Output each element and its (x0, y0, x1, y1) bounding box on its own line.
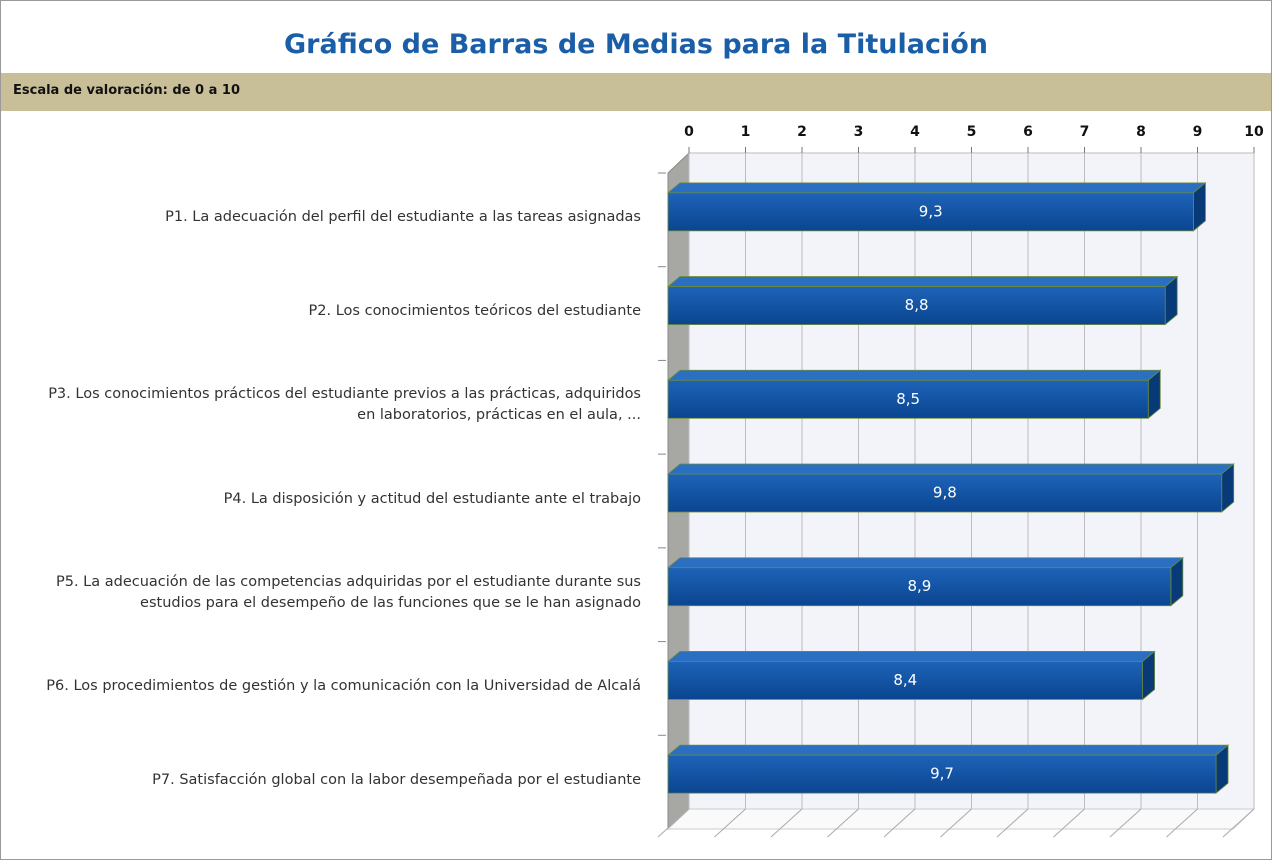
x-tick-label: 6 (1023, 124, 1033, 140)
bar-top (666, 651, 1156, 662)
floor-grid-line (1166, 808, 1198, 838)
x-tick-label: 4 (910, 124, 920, 140)
bar (667, 754, 1217, 794)
category-label: P3. Los conocimientos prácticos del estu… (48, 386, 641, 424)
value-label: 8,8 (905, 296, 929, 314)
bar (667, 286, 1166, 325)
category-label: P2. Los conocimientos teóricos del estud… (308, 303, 641, 320)
x-tick-label: 0 (684, 124, 694, 140)
bar (667, 567, 1172, 607)
x-tick-label: 9 (1193, 124, 1203, 140)
bar-top (666, 463, 1235, 475)
category-label: P7. Satisfacción global con la labor des… (152, 771, 641, 788)
bar-top (666, 276, 1179, 287)
value-label: 9,8 (933, 484, 957, 502)
x-tick-label: 8 (1136, 124, 1146, 140)
chart-title: Gráfico de Barras de Medias para la Titu… (284, 29, 988, 60)
floor-grid-line (1109, 808, 1142, 838)
value-label: 8,4 (893, 671, 917, 689)
bar-top (666, 369, 1162, 381)
floor-grid-line (770, 808, 803, 838)
floor-grid-line (714, 808, 746, 838)
bar (667, 661, 1144, 700)
subtitle-band: Escala de valoración: de 0 a 10 (1, 73, 1271, 111)
bar-top (666, 182, 1207, 194)
x-tick-label: 5 (967, 124, 977, 140)
bar (667, 192, 1194, 232)
subtitle: Escala de valoración: de 0 a 10 (13, 83, 240, 98)
bar-top (666, 557, 1184, 569)
floor-grid-line (996, 808, 1029, 838)
bar-top (666, 744, 1230, 756)
value-label: 8,9 (907, 577, 931, 595)
floor-grid-line (1222, 808, 1255, 838)
category-label: P1. La adecuación del perfil del estudia… (165, 209, 641, 226)
x-tick-label: 7 (1080, 124, 1090, 140)
bar (667, 379, 1149, 419)
floor-grid-line (657, 808, 690, 838)
category-label: P6. Los procedimientos de gestión y la c… (46, 677, 641, 694)
category-label: P5. La adecuación de las competencias ad… (55, 573, 641, 611)
value-label: 9,3 (919, 202, 943, 220)
x-tick-label: 2 (797, 124, 807, 140)
x-tick-label: 1 (741, 124, 751, 140)
value-label: 8,5 (896, 390, 920, 408)
floor-grid-line (940, 808, 972, 838)
floor-grid-line (1053, 808, 1085, 838)
value-label: 9,7 (930, 765, 954, 783)
bar (667, 473, 1223, 513)
floor-grid-line (827, 808, 859, 838)
x-tick-label: 3 (854, 124, 864, 140)
floor-grid-line (883, 808, 916, 838)
x-tick-label: 10 (1244, 124, 1264, 140)
category-label: P4. La disposición y actitud del estudia… (223, 490, 641, 507)
